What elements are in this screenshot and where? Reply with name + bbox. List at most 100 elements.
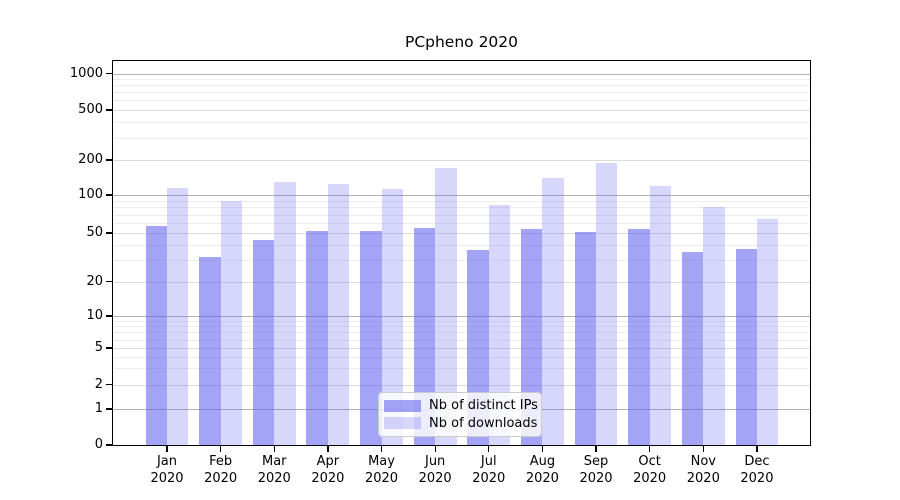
bar-downloads-jul <box>488 205 511 446</box>
x-tick <box>166 446 168 452</box>
legend-item-distinct-ips: Nb of distinct IPs <box>384 397 538 415</box>
x-tick-label: Jun 2020 <box>418 454 452 486</box>
gridline <box>112 79 811 81</box>
gridline <box>112 260 811 262</box>
gridline <box>112 160 811 161</box>
legend-item-downloads: Nb of downloads <box>384 415 538 433</box>
gridline <box>112 195 811 197</box>
gridline <box>112 384 811 386</box>
x-tick <box>541 446 544 452</box>
x-tick-label: May 2020 <box>364 454 399 486</box>
y-tick <box>106 109 112 111</box>
gridline <box>112 73 811 75</box>
gridline <box>112 137 811 139</box>
gridline <box>112 356 811 358</box>
y-tick <box>106 159 112 161</box>
gridline <box>112 244 811 246</box>
gridline <box>112 214 811 216</box>
bar-downloads-feb <box>220 200 243 446</box>
x-tick-label: Dec 2020 <box>740 454 774 486</box>
bar-distinct-ips-sep <box>574 231 597 446</box>
x-tick-label: Apr 2020 <box>311 454 345 486</box>
gridline <box>112 223 811 224</box>
y-tick-label: 0 <box>94 437 103 452</box>
bar-downloads-aug <box>542 178 564 446</box>
gridline <box>112 100 811 102</box>
chart-title: PCpheno 2020 <box>404 33 519 51</box>
legend: Nb of distinct IPs Nb of downloads <box>378 392 542 437</box>
bar-downloads-oct <box>649 185 672 446</box>
bar-downloads-dec <box>756 218 779 446</box>
gridline <box>112 92 811 94</box>
x-tick <box>649 446 651 452</box>
bar-downloads-jan <box>167 187 189 446</box>
y-tick <box>106 315 112 317</box>
bar-distinct-ips-mar <box>252 239 275 446</box>
y-tick <box>106 444 112 446</box>
x-tick-label: Feb 2020 <box>204 454 238 486</box>
x-tick <box>434 446 436 452</box>
x-tick-label: Nov 2020 <box>686 454 720 486</box>
bar-distinct-ips-may <box>360 230 382 446</box>
bar-distinct-ips-dec <box>735 248 757 446</box>
y-tick <box>106 72 112 75</box>
y-tick <box>106 194 112 196</box>
y-tick-label: 5 <box>94 340 103 355</box>
gridline <box>112 200 811 202</box>
y-tick <box>106 232 112 234</box>
gridline <box>112 326 811 328</box>
y-tick <box>106 280 112 283</box>
bar-distinct-ips-nov <box>681 251 704 446</box>
x-tick <box>702 446 704 452</box>
x-tick <box>327 446 329 452</box>
legend-label-distinct-ips: Nb of distinct IPs <box>429 398 538 414</box>
gridline <box>112 348 811 349</box>
y-tick <box>106 383 112 386</box>
gridline <box>112 332 811 334</box>
x-tick-label: Mar 2020 <box>257 454 291 486</box>
x-tick-label: Jan 2020 <box>150 454 184 486</box>
gridline <box>112 233 811 234</box>
gridline <box>112 85 811 87</box>
x-tick-label: Jul 2020 <box>472 454 506 486</box>
y-tick <box>106 347 112 349</box>
x-tick-label: Aug 2020 <box>525 454 559 486</box>
y-tick-label: 50 <box>86 225 103 240</box>
bar-distinct-ips-jun <box>413 227 436 446</box>
bar-distinct-ips-oct <box>628 228 650 446</box>
bar-downloads-may <box>381 188 403 446</box>
bar-downloads-apr <box>327 183 350 446</box>
bar-downloads-nov <box>703 207 725 446</box>
gridline <box>112 316 811 318</box>
bar-distinct-ips-jan <box>145 225 167 446</box>
x-tick <box>273 446 275 452</box>
bar-downloads-sep <box>596 162 618 446</box>
x-tick <box>380 446 383 452</box>
x-tick <box>488 446 490 452</box>
legend-swatch-downloads <box>384 417 421 430</box>
gridline <box>112 320 811 322</box>
bar-downloads-jun <box>435 168 457 446</box>
gridline <box>112 122 811 124</box>
gridline <box>112 207 811 209</box>
y-tick-label: 1 <box>94 401 103 416</box>
gridline <box>112 110 811 111</box>
gridline <box>112 368 811 370</box>
bar-distinct-ips-feb <box>199 256 221 446</box>
y-tick-label: 200 <box>78 152 103 167</box>
bar-distinct-ips-apr <box>306 230 328 446</box>
y-tick-label: 1000 <box>69 65 103 81</box>
plot-area <box>112 60 811 446</box>
legend-label-downloads: Nb of downloads <box>429 415 538 431</box>
gridline <box>112 281 811 283</box>
x-tick <box>756 446 758 452</box>
y-tick-label: 20 <box>86 273 103 289</box>
legend-swatch-distinct-ips <box>384 399 421 412</box>
y-tick-label: 100 <box>78 187 103 202</box>
y-tick-label: 2 <box>94 376 103 392</box>
x-tick <box>595 446 597 452</box>
x-tick-label: Sep 2020 <box>579 454 613 486</box>
y-tick-label: 10 <box>86 308 103 323</box>
x-tick <box>219 446 222 452</box>
